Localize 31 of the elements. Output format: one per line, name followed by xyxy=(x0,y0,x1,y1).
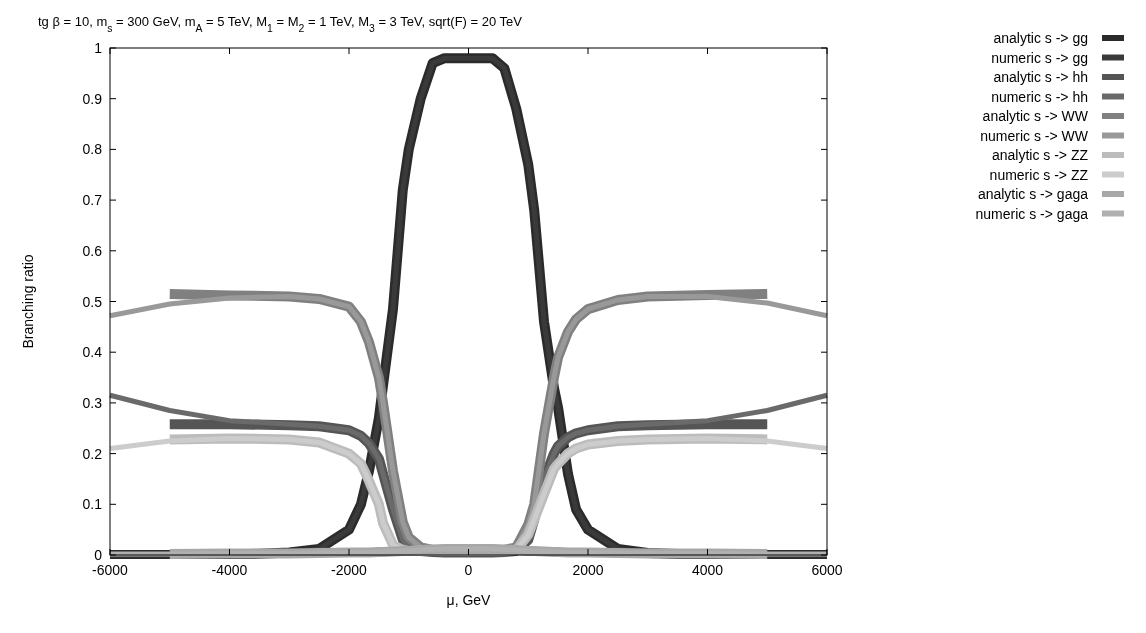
x-tick-label: -4000 xyxy=(211,562,248,578)
y-tick-label: 0 xyxy=(94,547,103,563)
legend-label: numeric s -> gg xyxy=(991,49,1088,66)
legend-label: analytic s -> hh xyxy=(993,69,1088,85)
legend-label: numeric s -> WW xyxy=(980,127,1089,144)
x-axis-title: μ, GeV xyxy=(446,592,492,608)
x-tick-label: -2000 xyxy=(331,562,368,578)
y-tick-label: 0.6 xyxy=(82,242,103,259)
legend-label: numeric s -> ZZ xyxy=(989,166,1089,183)
legend-label: analytic s -> gg xyxy=(993,30,1088,46)
x-tick-label: 4000 xyxy=(691,562,724,578)
y-tick-label: 0.1 xyxy=(82,496,103,513)
y-tick-label: 0.2 xyxy=(82,445,103,462)
x-tick-label: 2000 xyxy=(572,562,604,578)
x-tick-label: -6000 xyxy=(92,562,129,578)
legend-label: analytic s -> gaga xyxy=(977,186,1089,202)
legend-label: analytic s -> WW xyxy=(982,108,1089,124)
x-tick-label: 0 xyxy=(464,562,473,578)
legend-label: numeric s -> gaga xyxy=(975,205,1089,222)
legend-label: analytic s -> ZZ xyxy=(991,147,1089,163)
chart-title: tg β = 10, m$_{s}$ = 300 GeV, m$_{A}$ = 5 TeV, M$_{1}$ = M$_{2}$ = 1 TeV, M$_{3}$ = 3 TeV, sqrt(F) = 20 TeV xyxy=(38,14,522,34)
legend-label: numeric s -> hh xyxy=(991,88,1088,105)
y-tick-label: 0.7 xyxy=(82,192,103,209)
y-tick-label: 0.4 xyxy=(82,344,103,361)
y-tick-label: 0.8 xyxy=(82,141,103,158)
y-tick-label: 0.9 xyxy=(82,90,103,107)
y-tick-label: 0.3 xyxy=(82,394,103,411)
y-tick-label: 0.5 xyxy=(82,293,103,310)
x-tick-label: 6000 xyxy=(811,562,843,578)
y-axis-title: Branching ratio xyxy=(20,254,36,349)
y-tick-label: 1 xyxy=(94,40,103,56)
